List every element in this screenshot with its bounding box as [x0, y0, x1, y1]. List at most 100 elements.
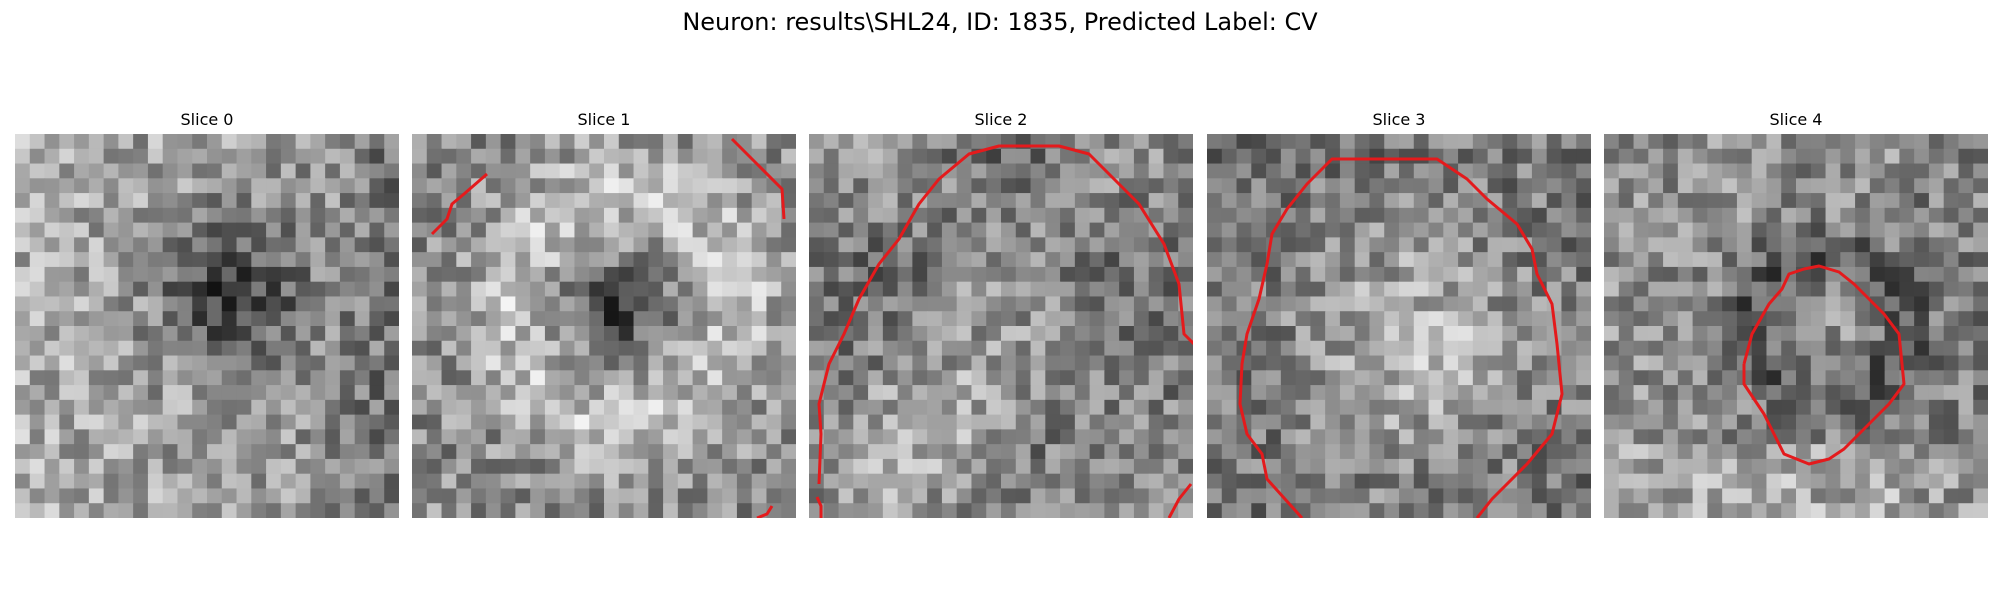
image-pixel — [618, 178, 635, 194]
image-pixel — [544, 222, 561, 238]
image-pixel — [295, 340, 311, 357]
image-pixel — [530, 355, 546, 371]
image-pixel — [177, 222, 193, 238]
image-pixel — [1163, 326, 1179, 342]
image-pixel — [1796, 503, 1812, 518]
image-pixel — [1648, 311, 1664, 327]
image-pixel — [500, 266, 516, 283]
image-pixel — [1561, 281, 1577, 298]
image-pixel — [221, 414, 238, 430]
image-pixel — [1722, 429, 1738, 445]
image-pixel — [1458, 488, 1474, 504]
image-pixel — [207, 296, 223, 312]
image-pixel — [1384, 134, 1400, 150]
image-pixel — [809, 178, 825, 194]
image-pixel — [838, 399, 854, 416]
image-pixel — [809, 281, 825, 298]
image-pixel — [384, 163, 399, 179]
image-pixel — [559, 163, 576, 179]
image-pixel — [1428, 281, 1444, 298]
image-pixel — [1722, 503, 1738, 518]
image-pixel — [604, 385, 620, 401]
image-pixel — [339, 134, 356, 150]
image-pixel — [677, 222, 694, 238]
image-pixel — [500, 237, 516, 253]
image-pixel — [986, 399, 1002, 416]
image-pixel — [956, 134, 973, 150]
image-pixel — [941, 414, 958, 430]
image-pixel — [838, 355, 854, 371]
image-pixel — [1045, 458, 1061, 475]
image-pixel — [192, 237, 208, 253]
image-pixel — [604, 148, 620, 165]
image-pixel — [1310, 237, 1326, 253]
image-pixel — [677, 237, 694, 253]
image-pixel — [941, 148, 958, 165]
image-pixel — [1561, 399, 1577, 416]
image-pixel — [1399, 193, 1415, 209]
image-pixel — [648, 237, 664, 253]
image-pixel — [1663, 340, 1679, 357]
image-pixel — [500, 163, 516, 179]
image-pixel — [485, 458, 502, 475]
image-pixel — [604, 252, 620, 268]
image-pixel — [1810, 503, 1827, 518]
image-pixel — [707, 281, 723, 298]
image-pixel — [1030, 458, 1046, 475]
image-pixel — [1443, 237, 1459, 253]
image-pixel — [809, 399, 825, 416]
image-pixel — [1472, 296, 1489, 312]
image-pixel — [1178, 429, 1193, 445]
image-pixel — [1178, 444, 1193, 460]
image-pixel — [1707, 370, 1723, 386]
image-pixel — [663, 163, 679, 179]
image-pixel — [515, 444, 531, 460]
image-pixel — [1133, 237, 1150, 253]
image-pixel — [882, 399, 899, 416]
image-pixel — [251, 458, 267, 475]
image-pixel — [1707, 311, 1723, 327]
image-pixel — [1295, 266, 1311, 283]
image-pixel — [663, 296, 679, 312]
image-pixel — [707, 370, 723, 386]
image-pixel — [266, 266, 282, 283]
image-pixel — [295, 444, 311, 460]
image-pixel — [1045, 178, 1061, 194]
image-pixel — [74, 148, 90, 165]
image-pixel — [192, 444, 208, 460]
image-pixel — [426, 252, 443, 268]
image-pixel — [500, 311, 516, 327]
image-pixel — [1781, 473, 1797, 490]
image-pixel — [147, 237, 164, 253]
image-pixel — [147, 207, 164, 224]
image-pixel — [1458, 148, 1474, 165]
image-pixel — [1869, 355, 1886, 371]
image-pixel — [736, 193, 753, 209]
image-pixel — [1546, 281, 1563, 298]
image-pixel — [853, 266, 869, 283]
image-pixel — [1207, 355, 1223, 371]
image-pixel — [1458, 134, 1474, 150]
image-pixel — [88, 237, 105, 253]
image-pixel — [59, 340, 75, 357]
image-pixel — [927, 222, 943, 238]
image-pixel — [1119, 444, 1135, 460]
image-pixel — [1089, 237, 1105, 253]
image-pixel — [1207, 429, 1223, 445]
image-pixel — [1531, 399, 1548, 416]
image-pixel — [1399, 370, 1415, 386]
image-pixel — [648, 414, 664, 430]
image-pixel — [766, 370, 782, 386]
image-pixel — [1015, 326, 1032, 342]
image-pixel — [29, 385, 46, 401]
image-pixel — [971, 281, 987, 298]
image-pixel — [1280, 134, 1297, 150]
image-pixel — [1884, 311, 1900, 327]
image-pixel — [74, 385, 90, 401]
image-pixel — [1663, 488, 1679, 504]
image-pixel — [471, 429, 487, 445]
image-pixel — [1354, 458, 1371, 475]
image-pixel — [751, 134, 768, 150]
image-pixel — [1663, 473, 1679, 490]
image-pixel — [677, 178, 694, 194]
